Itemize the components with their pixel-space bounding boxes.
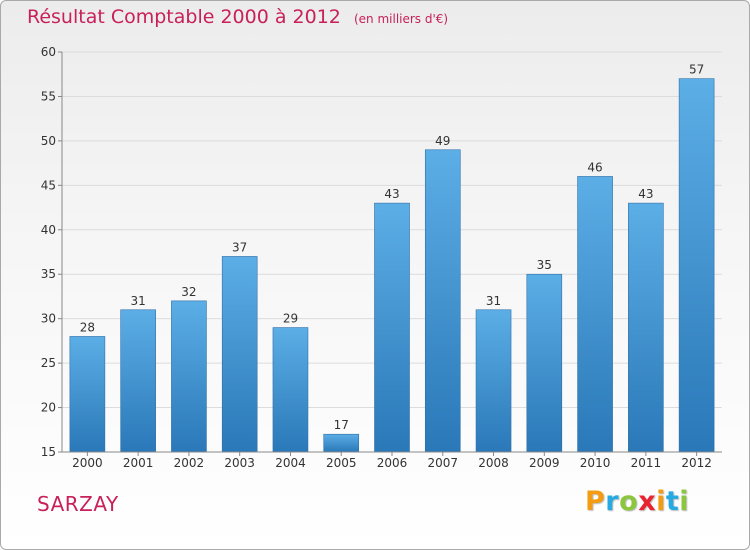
logo-letter: x (638, 486, 657, 517)
logo-letter: t (665, 486, 680, 517)
x-tick-label-2001: 2001 (123, 456, 154, 470)
data-label-2007: 49 (435, 134, 450, 148)
bar-2001 (120, 309, 156, 453)
bar-2007 (424, 149, 461, 453)
bar-2010 (577, 176, 613, 453)
logo-letter: o (619, 486, 639, 517)
x-tick-label-2012: 2012 (681, 456, 712, 470)
y-tick-label: 35 (41, 267, 56, 281)
bar-2003 (221, 256, 258, 453)
bar-2004 (272, 327, 309, 453)
bar-2011 (628, 202, 664, 453)
x-tick-label-2000: 2000 (72, 456, 103, 470)
data-label-2006: 43 (384, 187, 399, 201)
y-tick-label: 25 (41, 356, 56, 370)
proxiti-logo[interactable]: Proxiti (585, 486, 689, 517)
y-tick-label: 50 (41, 134, 56, 148)
x-tick-label-2008: 2008 (478, 456, 509, 470)
y-tick-label: 15 (41, 445, 56, 459)
data-label-2003: 37 (232, 240, 247, 254)
x-tick-label-2007: 2007 (427, 456, 458, 470)
bars (69, 78, 715, 453)
x-tick-label-2003: 2003 (224, 456, 255, 470)
y-tick-label: 20 (41, 401, 56, 415)
logo-letter: r (605, 486, 620, 517)
data-label-2008: 31 (486, 294, 501, 308)
x-tick-label-2006: 2006 (377, 456, 408, 470)
axes: 15 20 25 30 35 40 45 50 55 60 2000 2001 2002 2003 2004… (41, 45, 722, 470)
bar-2005 (323, 433, 360, 453)
data-label-2002: 32 (181, 285, 196, 299)
y-tick-label: 55 (41, 89, 56, 103)
x-tick-label-2009: 2009 (529, 456, 560, 470)
y-tick-label: 40 (41, 223, 56, 237)
chart-title-row: Résultat Comptable 2000 à 2012 (en milli… (27, 6, 448, 28)
chart-title: Résultat Comptable 2000 à 2012 (27, 6, 341, 28)
bar-2002 (171, 300, 207, 453)
data-label-2004: 29 (283, 312, 298, 326)
data-labels: 28 31 32 37 29 17 43 49 31 35 46 43 57 (80, 63, 705, 433)
bar-2000 (69, 336, 106, 453)
commune-name: SARZAY (37, 492, 119, 516)
x-tick-label-2011: 2011 (631, 456, 662, 470)
data-label-2009: 35 (537, 258, 552, 272)
data-label-2005: 17 (334, 418, 349, 432)
logo-letter: i (679, 486, 690, 517)
x-tick-label-2005: 2005 (326, 456, 357, 470)
x-tick-label-2002: 2002 (174, 456, 205, 470)
x-tick-label-2010: 2010 (580, 456, 611, 470)
bar-2008 (475, 309, 512, 453)
logo-letter: i (656, 486, 666, 517)
logo-letter: P (585, 486, 606, 517)
chart-subtitle: (en milliers d'€) (353, 12, 449, 26)
x-tick-label-2004: 2004 (275, 456, 306, 470)
bar-2006 (374, 202, 410, 453)
y-tick-label: 45 (41, 178, 56, 192)
bar-2012 (678, 78, 715, 453)
data-label-2001: 31 (131, 294, 146, 308)
data-label-2011: 43 (638, 187, 653, 201)
data-label-2010: 46 (587, 160, 602, 174)
bar-2009 (526, 273, 563, 453)
data-label-2012: 57 (689, 63, 704, 77)
y-tick-label: 60 (41, 45, 56, 59)
data-label-2000: 28 (80, 320, 95, 334)
y-tick-label: 30 (41, 312, 56, 326)
